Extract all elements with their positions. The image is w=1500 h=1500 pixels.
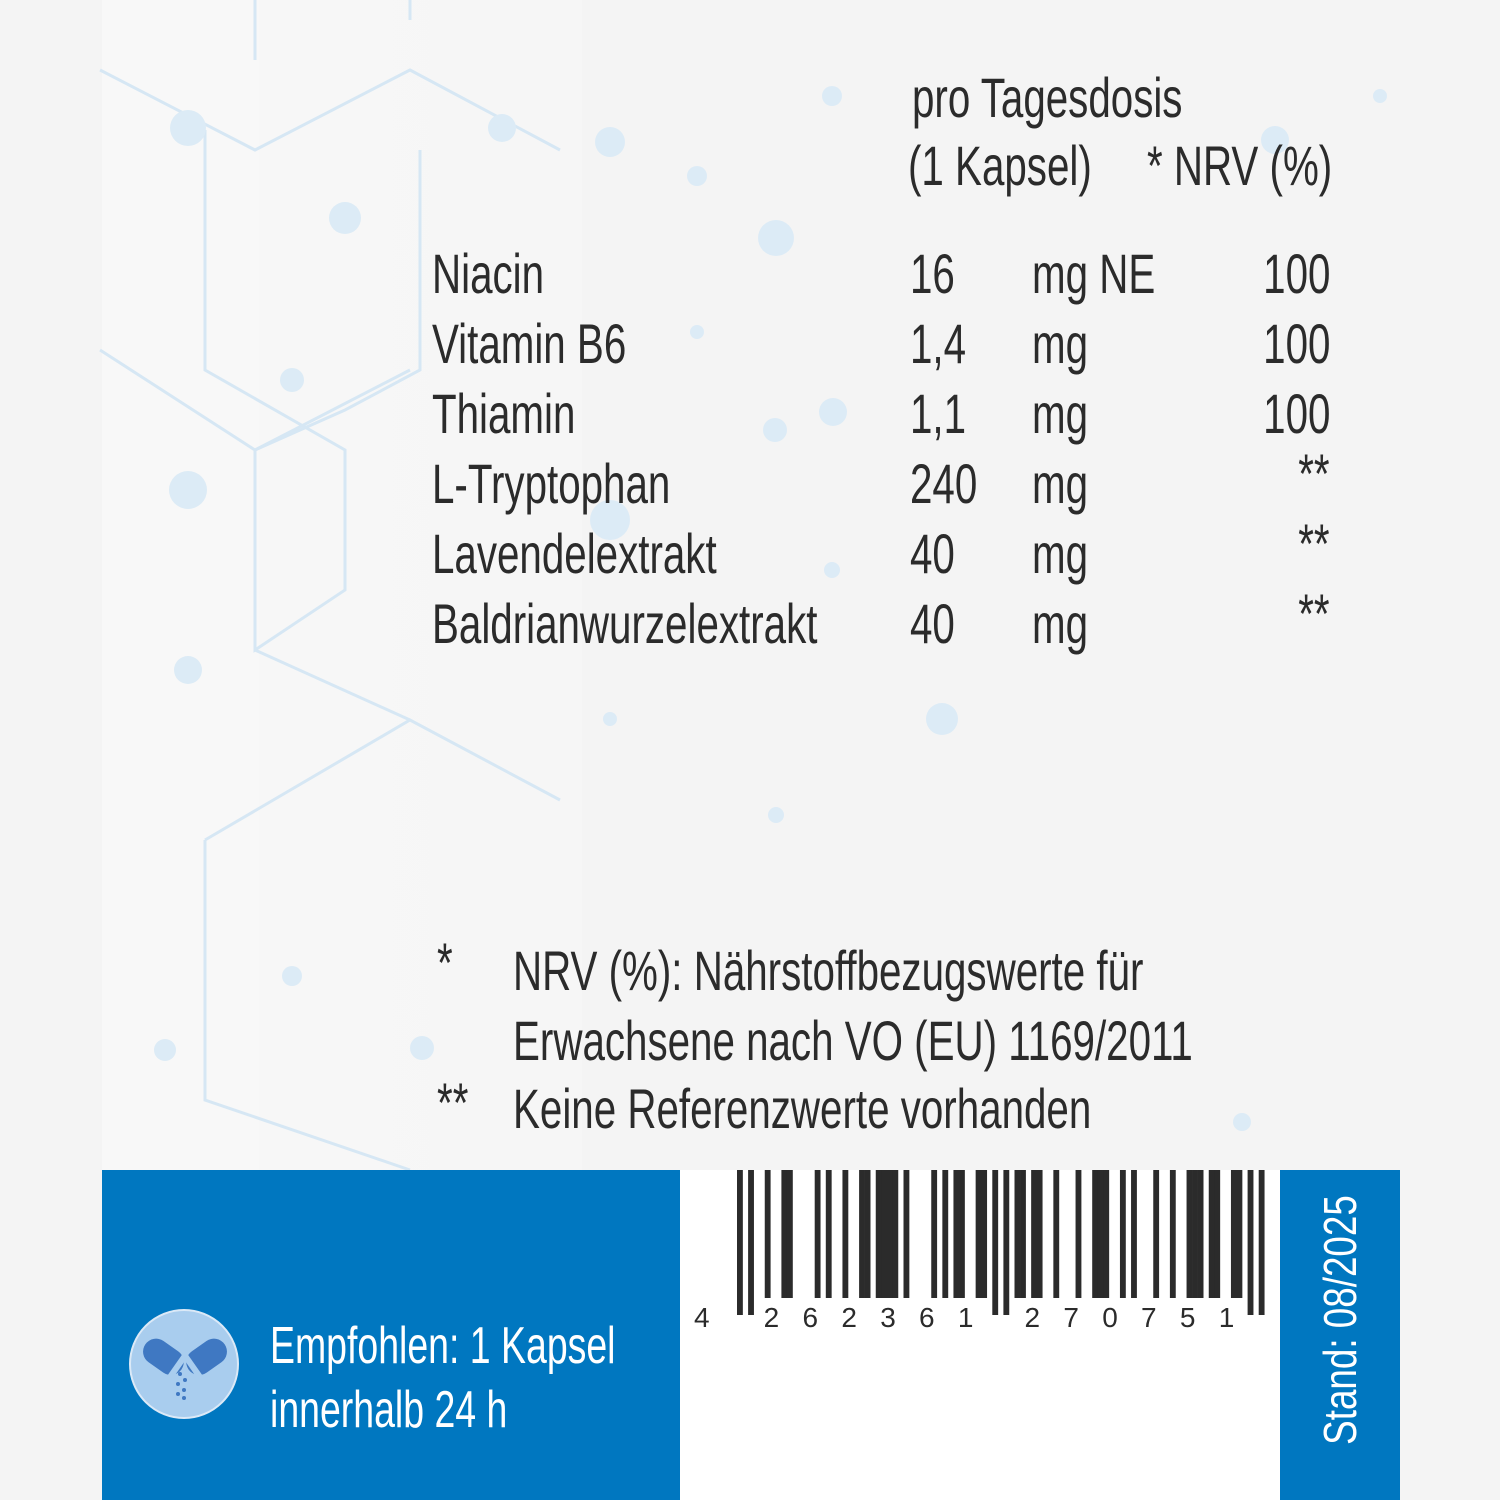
barcode-bar xyxy=(981,1170,988,1298)
barcode-bar xyxy=(903,1170,910,1298)
stand-date: Stand: 08/2025 xyxy=(1314,1195,1366,1445)
nutrient-amount: 240 xyxy=(910,452,978,515)
per-dose-header: pro Tagesdosis xyxy=(912,66,1183,129)
barcode-bar xyxy=(1097,1170,1104,1298)
barcode-bar xyxy=(881,1170,888,1298)
barcode-bar xyxy=(1236,1170,1243,1298)
nutrient-unit: mg xyxy=(1032,522,1089,585)
footnote-marker-1: * xyxy=(437,931,453,994)
barcode-bar xyxy=(1169,1170,1176,1298)
nrv-header: * NRV (%) xyxy=(1146,134,1332,197)
barcode-bar xyxy=(953,1170,960,1298)
barcode-bar xyxy=(786,1170,793,1298)
barcode-bar xyxy=(1186,1170,1193,1298)
nutrient-nrv: 100 xyxy=(1262,312,1330,375)
nutrient-nrv: ** xyxy=(1298,442,1330,505)
nutrient-unit: mg xyxy=(1032,382,1089,445)
capsule-icon xyxy=(129,1309,239,1419)
barcode-digit: 7 xyxy=(1063,1302,1079,1333)
barcode-bar xyxy=(1003,1170,1010,1315)
nutrient-name: Niacin xyxy=(432,242,545,305)
barcode-bar xyxy=(975,1170,982,1298)
barcode-bar xyxy=(1075,1170,1082,1298)
barcode-bar xyxy=(1192,1170,1198,1298)
dosage-panel: Empfohlen: 1 Kapsel innerhalb 24 h xyxy=(102,1170,680,1500)
barcode-digit: 0 xyxy=(1102,1302,1118,1333)
hexagon-background-pattern xyxy=(99,0,1387,1170)
barcode-digit: 5 xyxy=(1179,1302,1196,1333)
barcode-bar xyxy=(737,1170,743,1315)
barcode-bar xyxy=(1020,1170,1026,1298)
dosage-line-1: Empfohlen: 1 Kapsel xyxy=(270,1317,616,1375)
barcode-bar xyxy=(992,1170,999,1315)
nutrient-unit: mg xyxy=(1032,312,1089,375)
nutrient-amount: 1,4 xyxy=(910,312,967,375)
barcode-bar xyxy=(1153,1170,1160,1298)
barcode-bar xyxy=(764,1170,771,1298)
barcode-bar xyxy=(781,1170,788,1298)
barcode-bar xyxy=(864,1170,871,1298)
stand-panel: Stand: 08/2025 xyxy=(1280,1170,1400,1500)
barcode-digit: 2 xyxy=(841,1302,857,1333)
barcode-digit: 6 xyxy=(802,1302,819,1333)
barcode-digit: 2 xyxy=(1024,1302,1041,1333)
barcode-bar xyxy=(931,1170,938,1298)
barcode-bar xyxy=(1092,1170,1099,1298)
barcode-bar xyxy=(748,1170,754,1315)
barcode-bar xyxy=(1031,1170,1037,1298)
barcode-bar xyxy=(825,1170,832,1298)
barcode-bar xyxy=(875,1170,882,1298)
barcode-bar xyxy=(942,1170,949,1298)
barcode-bar xyxy=(842,1170,849,1298)
nutrient-nrv: 100 xyxy=(1262,382,1330,445)
barcode-bar xyxy=(1230,1170,1237,1298)
barcode-bar xyxy=(1258,1170,1265,1315)
barcode-digit: 1 xyxy=(1218,1302,1235,1333)
barcode-bar xyxy=(886,1170,893,1298)
nutrient-nrv: 100 xyxy=(1262,242,1330,305)
nutrient-amount: 1,1 xyxy=(910,382,967,445)
barcode-bar xyxy=(1197,1170,1204,1298)
nutrient-nrv: ** xyxy=(1298,582,1330,645)
nutrient-name: Lavendelextrakt xyxy=(432,522,717,585)
barcode-bar xyxy=(1119,1170,1126,1298)
nutrient-name: L-Tryptophan xyxy=(432,452,671,515)
barcode-bar xyxy=(1014,1170,1021,1298)
nutrient-amount: 40 xyxy=(910,522,955,585)
barcode xyxy=(737,1170,1265,1315)
footnote-2: Keine Referenzwerte vorhanden xyxy=(513,1077,1092,1140)
barcode-digit: 1 xyxy=(957,1302,974,1333)
barcode-digit: 6 xyxy=(919,1302,935,1333)
nutrient-unit: mg NE xyxy=(1032,242,1156,305)
footnote-1-line-2: Erwachsene nach VO (EU) 1169/2011 xyxy=(513,1009,1193,1072)
nutrient-unit: mg xyxy=(1032,592,1089,655)
barcode-bar xyxy=(1247,1170,1254,1315)
barcode-digit: 7 xyxy=(1141,1302,1157,1333)
barcode-digit: 2 xyxy=(763,1302,780,1333)
barcode-panel xyxy=(680,1170,1280,1500)
barcode-digit: 3 xyxy=(880,1302,896,1333)
barcode-bar xyxy=(859,1170,865,1298)
nutrient-name: Vitamin B6 xyxy=(432,312,627,375)
barcode-bar xyxy=(1131,1170,1137,1298)
nutrient-amount: 16 xyxy=(910,242,955,305)
barcode-bar xyxy=(814,1170,821,1298)
barcode-bar xyxy=(1214,1170,1221,1298)
barcode-bar xyxy=(1103,1170,1110,1298)
dosage-line-2: innerhalb 24 h xyxy=(270,1381,508,1439)
per-capsule-header: (1 Kapsel) xyxy=(908,134,1092,197)
barcode-bar xyxy=(892,1170,899,1298)
barcode-bar xyxy=(959,1170,965,1298)
nutrient-unit: mg xyxy=(1032,452,1089,515)
nutrient-amount: 40 xyxy=(910,592,955,655)
barcode-digit: 4 xyxy=(694,1302,710,1333)
barcode-bar xyxy=(1053,1170,1060,1298)
footnote-marker-2: ** xyxy=(437,1071,469,1134)
nutrient-nrv: ** xyxy=(1298,512,1330,575)
nutrient-name: Thiamin xyxy=(432,382,576,445)
barcode-bar xyxy=(1036,1170,1043,1298)
footnote-1-line-1: NRV (%): Nährstoffbezugswerte für xyxy=(513,939,1144,1002)
barcode-bar xyxy=(1208,1170,1215,1298)
nutrient-name: Baldrianwurzelextrakt xyxy=(432,592,818,655)
